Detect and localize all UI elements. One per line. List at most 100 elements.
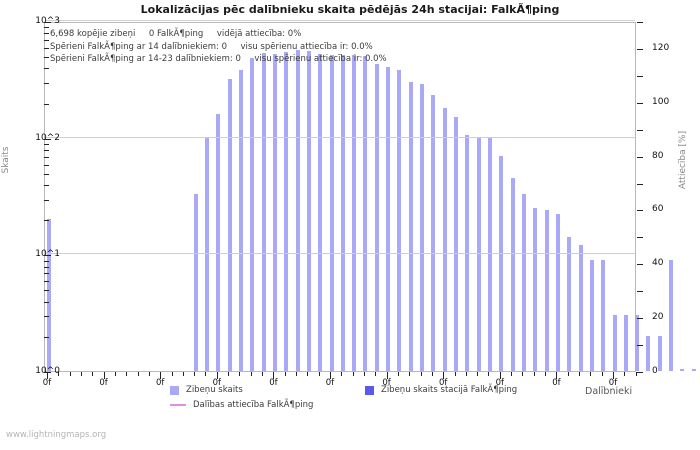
bar [227, 78, 232, 371]
bar [408, 82, 413, 371]
y-axis-right-tick [637, 156, 643, 158]
y-axis-left-tick [44, 255, 51, 257]
y-axis-left-tick-label: 10^1 [35, 249, 60, 260]
y-axis-right-tick [637, 318, 643, 320]
bar [544, 209, 549, 371]
y-axis-left-minor-tick [44, 301, 49, 303]
gridline [45, 253, 635, 255]
bar [46, 219, 51, 371]
bar [691, 369, 696, 371]
bar [499, 155, 504, 371]
x-axis-tick [80, 372, 82, 376]
x-axis-tick-label: 0f [269, 378, 278, 388]
x-axis-tick [205, 372, 207, 376]
bar [442, 107, 447, 371]
bar [555, 214, 560, 371]
y-axis-right-tick [637, 102, 643, 104]
bar [465, 135, 470, 371]
x-axis-tick [409, 372, 411, 376]
x-axis-tick [171, 372, 173, 376]
bar [623, 315, 628, 371]
y-axis-right-tick [637, 210, 643, 212]
legend-item-1[interactable]: Zibeņu skaits [170, 385, 243, 395]
x-axis-tick [92, 372, 94, 376]
y-axis-left-minor-tick [44, 185, 49, 187]
bar [612, 315, 617, 371]
y-axis-left-minor-tick [44, 149, 49, 151]
bar [340, 54, 345, 371]
x-axis-tick [307, 372, 309, 376]
bar [250, 58, 255, 371]
x-axis-tick [114, 372, 116, 376]
x-axis-tick [545, 372, 547, 376]
bar [238, 70, 243, 371]
y-axis-right-tick [637, 75, 643, 77]
y-axis-left-minor-tick [44, 40, 49, 42]
x-axis-tick [69, 372, 71, 376]
y-axis-left-minor-tick [44, 33, 49, 35]
bar [272, 54, 277, 371]
bar [578, 245, 583, 371]
plot-area [44, 20, 696, 372]
y-axis-left-title: Skaits [1, 146, 11, 174]
x-axis-tick-label: 0f [212, 378, 221, 388]
y-axis-right-tick-label: 0 [652, 366, 658, 376]
x-axis-tick [250, 372, 252, 376]
x-axis-tick [58, 372, 60, 376]
y-axis-left-tick [44, 138, 51, 140]
x-axis-tick [228, 372, 230, 376]
y-axis-left-minor-tick [44, 164, 49, 166]
y-axis-left-minor-tick [44, 290, 49, 292]
x-axis-tick [194, 372, 196, 376]
x-axis-tick [47, 372, 48, 379]
x-axis-tick [601, 372, 603, 376]
bar [352, 55, 357, 371]
bar [533, 207, 538, 371]
legend-item-2[interactable]: Zibeņu skaits stacijā FalkÃ¶ping [365, 385, 517, 395]
x-axis-tick [363, 372, 365, 376]
annotation-line-2: Spērieni FalkÃ¶ping ar 14 dalībniekiem: … [50, 41, 373, 52]
legend-label: Zibeņu skaits [186, 385, 243, 395]
bar [521, 193, 526, 371]
legend-color-swatch [170, 385, 179, 395]
bar [669, 259, 674, 371]
x-axis-tick [103, 372, 105, 379]
bar [601, 259, 606, 371]
x-axis-tick-label: 0f [155, 378, 165, 388]
y-axis-right-tick-label: 60 [652, 204, 664, 215]
x-axis-tick [613, 372, 614, 379]
y-axis-left-minor-tick [44, 83, 49, 84]
x-axis-tick [579, 372, 581, 376]
y-axis-right-tick [637, 264, 643, 266]
x-axis-tick [386, 372, 388, 379]
x-axis-title: Dalībnieki [585, 386, 633, 397]
x-axis-tick [397, 372, 399, 376]
bar [329, 54, 334, 371]
bar [680, 369, 685, 371]
x-axis-tick [352, 372, 354, 376]
bar [216, 113, 221, 371]
x-axis-tick [488, 372, 490, 376]
x-axis-tick [477, 372, 479, 376]
bar [635, 315, 640, 371]
watermark: www.lightningmaps.org [6, 430, 107, 440]
x-axis-tick [273, 372, 275, 379]
x-axis-tick [126, 372, 128, 376]
y-axis-right-tick-label: 100 [652, 96, 670, 107]
bar [420, 83, 425, 371]
chart-legend: Zibeņu skaits Zibeņu skaits stacijā FalkÃ… [0, 385, 700, 419]
bar [261, 53, 266, 371]
bar [646, 335, 651, 371]
y-axis-left-minor-tick [44, 336, 49, 338]
legend-label: Dalības attiecība FalkÃ¶ping [193, 400, 314, 410]
annotation-line-1: 6,698 kopējie zibeņi 0 FalkÃ¶ping vidējā… [50, 29, 302, 39]
gridline [45, 136, 635, 138]
x-axis-tick [137, 372, 139, 376]
y-axis-left-minor-tick [44, 199, 49, 201]
x-axis-tick [556, 372, 558, 379]
y-axis-left-minor-tick [44, 316, 49, 318]
gridline [45, 20, 635, 21]
x-axis-tick-label: 0f [608, 378, 618, 388]
legend-item-3[interactable]: Dalības attiecība FalkÃ¶ping [170, 400, 313, 410]
